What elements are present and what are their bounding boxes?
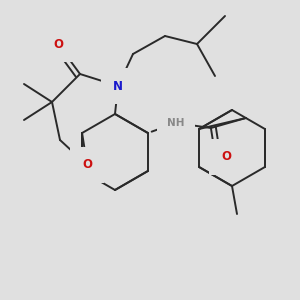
Text: NH: NH bbox=[167, 118, 185, 128]
Text: O: O bbox=[82, 158, 92, 172]
Text: N: N bbox=[113, 80, 123, 92]
Text: O: O bbox=[221, 151, 231, 164]
Text: O: O bbox=[53, 38, 63, 50]
